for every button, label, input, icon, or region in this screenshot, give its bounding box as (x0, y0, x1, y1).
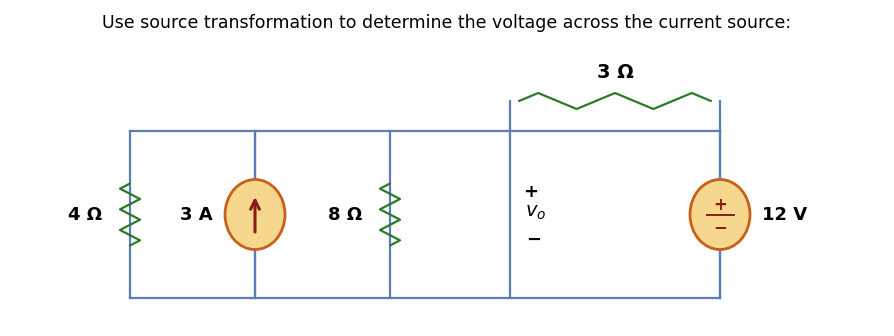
Text: Use source transformation to determine the voltage across the current source:: Use source transformation to determine t… (102, 14, 790, 32)
Text: +: + (713, 196, 726, 214)
Ellipse shape (224, 179, 284, 250)
Text: 8 Ω: 8 Ω (327, 206, 361, 223)
Text: +: + (522, 182, 537, 201)
Text: 3 Ω: 3 Ω (596, 63, 633, 82)
Text: $v_o$: $v_o$ (525, 203, 545, 222)
Text: −: − (713, 218, 726, 236)
Text: 3 A: 3 A (181, 206, 213, 223)
Text: −: − (526, 230, 541, 249)
Ellipse shape (689, 179, 749, 250)
Text: 4 Ω: 4 Ω (68, 206, 102, 223)
Text: 12 V: 12 V (761, 206, 806, 223)
